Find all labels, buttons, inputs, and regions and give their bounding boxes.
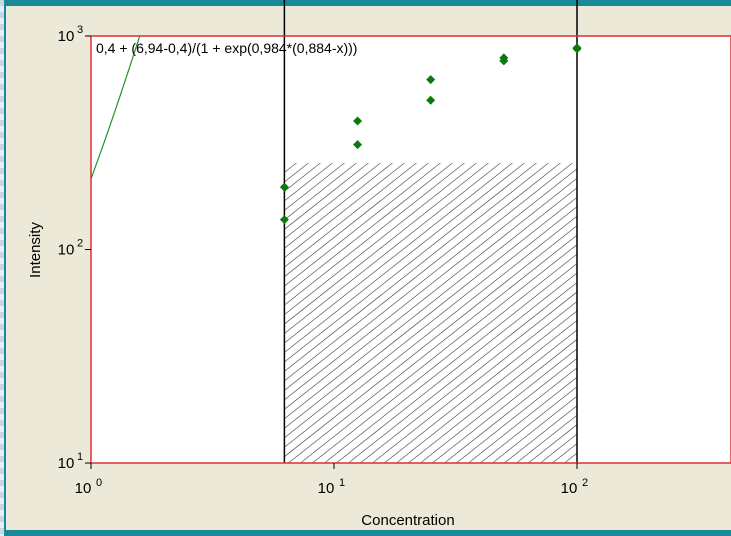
hatch-line [284, 162, 537, 463]
hatch-line [300, 162, 577, 463]
data-point [353, 116, 363, 126]
hatch-line [284, 162, 577, 463]
y-tick-label: 10 [58, 242, 75, 259]
hatch-line [384, 162, 577, 463]
hatch-line [284, 162, 525, 463]
hatch-line [468, 162, 577, 463]
hatch-line [284, 162, 513, 463]
hatch-line [284, 162, 465, 463]
hatch-line [336, 162, 577, 463]
points-layer [279, 43, 582, 225]
hatch-line [420, 162, 577, 463]
hatch-line [284, 162, 477, 463]
hatch-line [284, 162, 429, 463]
plot-area [91, 36, 731, 463]
hatch-line [284, 162, 393, 463]
fit-formula: 0,4 + (6,94-0,4)/(1 + exp(0,984*(0,884-x… [96, 40, 357, 56]
hatch-line [284, 162, 577, 463]
shaded-area [284, 162, 577, 463]
hatch-line [396, 162, 577, 463]
hatch-line [408, 162, 577, 463]
hatch-line [284, 162, 577, 463]
data-point [426, 75, 436, 85]
hatch-line [288, 162, 577, 463]
hatch-lines [284, 162, 577, 463]
window-edge [0, 0, 4, 536]
hatch-line [284, 162, 381, 463]
hatch-line [284, 162, 577, 463]
hatch-line [284, 162, 501, 463]
x-axis-ticks: 10 0 10 1 10 2 [75, 463, 588, 497]
hatch-line [284, 162, 417, 463]
x-axis-label: Concentration [361, 512, 454, 529]
x-tick-label: 10 [75, 480, 92, 497]
hatch-line [312, 162, 577, 463]
hatch-line [504, 162, 577, 463]
hatch-line [284, 162, 489, 463]
y-tick-label: 10 [58, 28, 75, 45]
data-point [279, 182, 289, 192]
hatch-line [284, 162, 369, 463]
hatch-line [284, 162, 549, 463]
hatch-line [492, 162, 577, 463]
x-tick-label: 10 [318, 480, 335, 497]
hatch-line [284, 162, 573, 463]
data-point [353, 140, 363, 150]
y-tick-exponent: 3 [77, 24, 83, 36]
hatch-line [444, 162, 577, 463]
x-tick-exponent: 1 [339, 477, 345, 489]
hatch-line [324, 162, 577, 463]
hatch-line [360, 162, 577, 463]
hatch-line [284, 162, 577, 463]
hatch-line [284, 162, 561, 463]
hatch-line [284, 162, 357, 463]
x-tick-exponent: 2 [582, 477, 588, 489]
hatch-line [372, 162, 577, 463]
data-point [279, 215, 289, 225]
y-tick-exponent: 2 [77, 238, 83, 250]
hatch-line [284, 162, 453, 463]
hatch-line [284, 162, 577, 463]
data-point [426, 95, 436, 105]
hatch-line [284, 162, 441, 463]
hatch-line [432, 162, 577, 463]
y-tick-exponent: 1 [77, 451, 83, 463]
x-tick-exponent: 0 [96, 477, 102, 489]
y-axis-label: Intensity [27, 222, 44, 278]
y-tick-label: 10 [58, 455, 75, 472]
hatch-line [284, 162, 577, 463]
hatch-line [284, 162, 405, 463]
integration-bounds [283, 0, 578, 463]
hatch-line [348, 162, 577, 463]
hatch-line [480, 162, 577, 463]
hatch-line [456, 162, 577, 463]
x-tick-label: 10 [561, 480, 578, 497]
data-point [572, 44, 582, 54]
data-point [499, 56, 509, 66]
